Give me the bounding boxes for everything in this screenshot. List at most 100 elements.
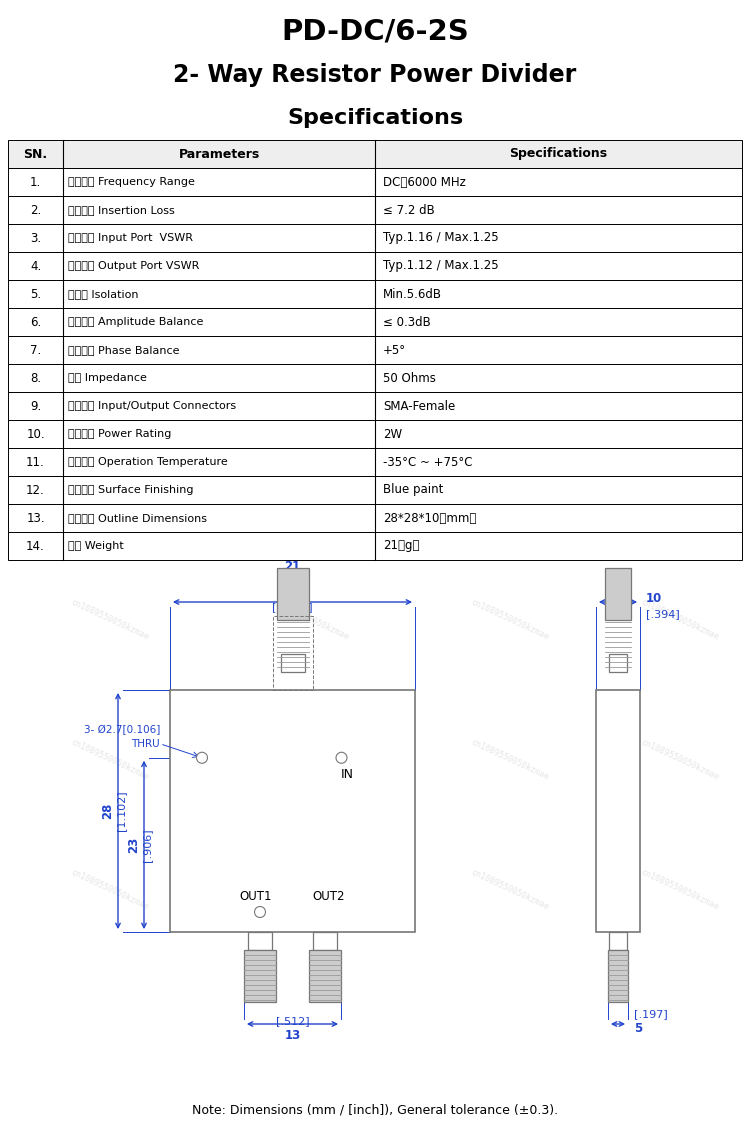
Text: Min.5.6dB: Min.5.6dB	[383, 287, 442, 301]
Text: 11.: 11.	[26, 455, 45, 469]
Text: +5°: +5°	[383, 344, 406, 356]
Text: 13.: 13.	[26, 512, 45, 524]
Bar	[8, 364, 742, 392]
Text: 2W: 2W	[383, 427, 402, 441]
Text: cn1089550050kzmae: cn1089550050kzmae	[640, 598, 721, 642]
Text: 50 Ohms: 50 Ohms	[383, 372, 436, 384]
Text: 28: 28	[101, 802, 114, 819]
Bar	[8, 140, 742, 168]
Bar	[170, 690, 415, 932]
Text: cn1089550050kzmae: cn1089550050kzmae	[640, 868, 721, 912]
Bar	[8, 224, 742, 252]
Text: 28*28*10（mm）: 28*28*10（mm）	[383, 512, 476, 524]
Text: 幅度平衡 Amplitude Balance: 幅度平衡 Amplitude Balance	[68, 317, 203, 327]
Text: 21: 21	[284, 560, 301, 573]
Text: 承受功率 Power Rating: 承受功率 Power Rating	[68, 429, 172, 440]
Text: Parameters: Parameters	[178, 148, 260, 160]
Text: Specifications: Specifications	[509, 148, 608, 160]
Text: 隔离度 Isolation: 隔离度 Isolation	[68, 289, 139, 299]
Bar	[8, 392, 742, 420]
Text: [1.102]: [1.102]	[272, 602, 313, 612]
Text: cn1089550050kzmae: cn1089550050kzmae	[269, 738, 350, 782]
Bar	[8, 476, 742, 504]
Text: 13: 13	[284, 1029, 301, 1042]
Text: 9.: 9.	[30, 399, 41, 412]
Text: cn1089550050kzmae: cn1089550050kzmae	[640, 308, 721, 352]
Text: 重量 Weight: 重量 Weight	[68, 541, 124, 551]
Bar	[248, 932, 272, 950]
Text: 3.: 3.	[30, 231, 41, 245]
Bar	[277, 568, 308, 620]
Text: 21（g）: 21（g）	[383, 540, 419, 552]
Text: Blue paint: Blue paint	[383, 483, 443, 497]
Text: cn1089550050kzmae: cn1089550050kzmae	[470, 447, 550, 492]
Text: ≤ 0.3dB: ≤ 0.3dB	[383, 316, 430, 328]
Text: -35°C ~ +75°C: -35°C ~ +75°C	[383, 455, 472, 469]
Text: 23: 23	[127, 836, 140, 853]
Text: 表面处理 Surface Finishing: 表面处理 Surface Finishing	[68, 485, 194, 495]
Text: 5: 5	[634, 1022, 642, 1036]
Text: Typ.1.16 / Max.1.25: Typ.1.16 / Max.1.25	[383, 231, 499, 245]
Text: 相位平衡 Phase Balance: 相位平衡 Phase Balance	[68, 345, 179, 355]
Bar	[596, 690, 640, 932]
Bar	[8, 420, 742, 449]
Bar	[8, 504, 742, 532]
Circle shape	[336, 752, 347, 763]
Text: cn1089550050kzmae: cn1089550050kzmae	[70, 598, 151, 642]
Text: 4.: 4.	[30, 259, 41, 273]
Bar	[280, 654, 304, 672]
Bar	[8, 308, 742, 336]
Bar	[8, 336, 742, 364]
Text: 输入驻波 Input Port  VSWR: 输入驻波 Input Port VSWR	[68, 233, 193, 243]
Bar	[8, 252, 742, 279]
Text: OUT2: OUT2	[313, 889, 345, 903]
Text: cn1089550050kzmae: cn1089550050kzmae	[70, 447, 151, 492]
Bar	[272, 616, 313, 690]
Bar	[8, 449, 742, 476]
Text: OUT1: OUT1	[240, 889, 272, 903]
Text: cn1089550050kzmae: cn1089550050kzmae	[70, 308, 151, 352]
Bar	[8, 196, 742, 224]
Text: cn1089550050kzmae: cn1089550050kzmae	[269, 868, 350, 912]
Text: 3- Ø2.7[0.106]: 3- Ø2.7[0.106]	[84, 725, 160, 735]
Text: cn1089550050kzmae: cn1089550050kzmae	[470, 598, 550, 642]
Bar	[8, 279, 742, 308]
Text: 插入损耗 Insertion Loss: 插入损耗 Insertion Loss	[68, 205, 175, 215]
Text: ≤ 7.2 dB: ≤ 7.2 dB	[383, 204, 435, 216]
Text: cn1089550050kzmae: cn1089550050kzmae	[70, 738, 151, 782]
Text: IN: IN	[341, 769, 354, 781]
Text: 10.: 10.	[26, 427, 45, 441]
Text: 5.: 5.	[30, 287, 41, 301]
Text: cn1089550050kzmae: cn1089550050kzmae	[269, 598, 350, 642]
Text: cn1089550050kzmae: cn1089550050kzmae	[269, 447, 350, 492]
Text: [.512]: [.512]	[276, 1017, 309, 1026]
Text: 1.: 1.	[30, 176, 41, 188]
Text: cn1089550050kzmae: cn1089550050kzmae	[269, 308, 350, 352]
Text: 端口接头 Input/Output Connectors: 端口接头 Input/Output Connectors	[68, 401, 236, 411]
Text: 10: 10	[646, 592, 662, 604]
Text: 28: 28	[284, 584, 301, 597]
Bar	[609, 932, 627, 950]
Circle shape	[254, 906, 266, 917]
Text: cn1089550050kzmae: cn1089550050kzmae	[470, 308, 550, 352]
Text: cn1089550050kzmae: cn1089550050kzmae	[70, 868, 151, 912]
Text: THRU: THRU	[131, 739, 160, 748]
Text: Typ.1.12 / Max.1.25: Typ.1.12 / Max.1.25	[383, 259, 499, 273]
Text: cn1089550050kzmae: cn1089550050kzmae	[640, 738, 721, 782]
Bar	[8, 532, 742, 560]
Text: 2- Way Resistor Power Divider: 2- Way Resistor Power Divider	[173, 63, 577, 87]
Bar	[605, 568, 631, 620]
Text: 14.: 14.	[26, 540, 45, 552]
Text: Note: Dimensions (mm / [inch]), General tolerance (±0.3).: Note: Dimensions (mm / [inch]), General …	[192, 1103, 558, 1117]
Text: 阻抗 Impedance: 阻抗 Impedance	[68, 373, 147, 383]
Text: SN.: SN.	[23, 148, 47, 160]
Text: 8.: 8.	[30, 372, 41, 384]
Circle shape	[196, 752, 208, 763]
Text: Specifications: Specifications	[287, 108, 463, 128]
Text: [.906]: [.906]	[142, 828, 152, 862]
Text: 2.: 2.	[30, 204, 41, 216]
Text: PD-DC/6-2S: PD-DC/6-2S	[281, 18, 469, 46]
Text: DC～6000 MHz: DC～6000 MHz	[383, 176, 466, 188]
Text: [.394]: [.394]	[646, 609, 680, 619]
Bar	[313, 932, 337, 950]
